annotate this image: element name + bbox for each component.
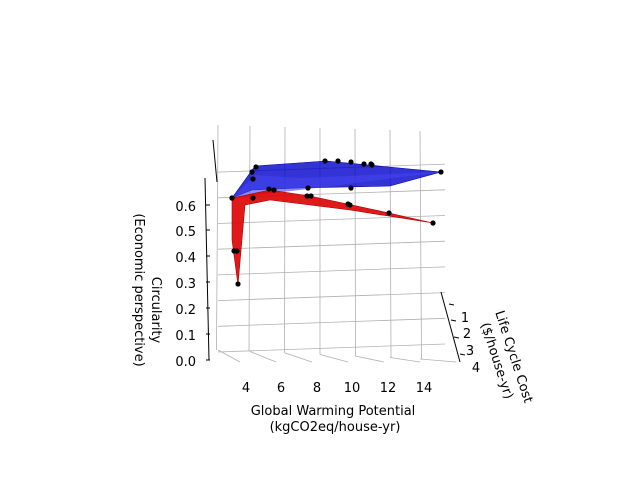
red-data-point	[308, 193, 314, 199]
blue-data-point	[305, 185, 311, 191]
red-data-point	[250, 195, 256, 201]
y-tick-mark	[450, 319, 457, 322]
grid-vertical	[284, 126, 286, 354]
y-tick-label: 1	[461, 311, 469, 326]
x-axis-label-units: (kgCO2eq/house-yr)	[270, 420, 401, 435]
y-tick-label: 2	[463, 327, 471, 342]
grid-vertical	[248, 125, 251, 352]
z-axis-line	[204, 177, 210, 361]
z-tick-label: 0.2	[175, 303, 196, 318]
y-tick-mark	[448, 303, 455, 306]
x-tick-label: 12	[380, 381, 397, 396]
y-tick-mark	[459, 353, 466, 356]
blue-data-point	[438, 169, 444, 175]
z-tick-label: 0.6	[175, 200, 196, 215]
z-tick-label: 0.0	[175, 355, 196, 370]
red-data-point	[271, 187, 277, 193]
x-tick-label: 10	[344, 381, 361, 396]
z-axis-label: Circularity	[148, 277, 163, 344]
red-surface	[231, 189, 434, 286]
grid-vertical	[389, 129, 392, 358]
red-data-point	[266, 186, 272, 192]
blue-data-point	[322, 158, 328, 164]
grid-vertical	[419, 130, 422, 360]
blue-data-point	[253, 164, 259, 170]
grid-horizontal	[217, 266, 446, 276]
y-tick-label: 3	[466, 344, 474, 359]
z-tick-label: 0.1	[175, 329, 196, 344]
x-tick-label: 4	[242, 381, 250, 396]
blue-data-point	[348, 159, 354, 165]
grid-vertical	[354, 128, 356, 357]
red-data-point	[386, 210, 392, 216]
z-tick-label: 0.4	[175, 251, 196, 266]
x-tick-label: 6	[277, 381, 285, 396]
grid-floor	[419, 358, 457, 363]
x-tick-label: 14	[416, 381, 433, 396]
red-data-point	[304, 193, 310, 199]
blue-surface-fold	[232, 172, 441, 198]
z-tick-label: 0.5	[175, 225, 196, 240]
blue-data-point	[250, 176, 256, 182]
grid-horizontal	[217, 292, 446, 301]
grid-floor	[354, 355, 385, 363]
grid-horizontal	[217, 317, 446, 327]
z-axis-label-units: (Economic perspective)	[131, 213, 146, 366]
blue-data-point	[369, 162, 375, 168]
z-axis-line-upper	[212, 139, 218, 183]
y-tick-label: 4	[472, 361, 480, 376]
y-axis-line	[440, 291, 461, 363]
red-data-point	[347, 202, 353, 208]
blue-data-point	[335, 158, 341, 164]
z-tick-label: 0.3	[175, 277, 196, 292]
red-data-point	[235, 281, 241, 287]
red-data-point	[234, 248, 240, 254]
grid-horizontal	[217, 343, 446, 353]
blue-data-point	[348, 185, 354, 191]
x-tick-label: 8	[313, 381, 321, 396]
x-axis-label: Global Warming Potential	[251, 404, 416, 419]
data-points	[229, 158, 444, 287]
grid-floor	[319, 354, 349, 363]
red-data-point	[430, 220, 436, 226]
grid-floor	[284, 352, 313, 363]
red-data-point	[229, 195, 235, 201]
blue-data-point	[361, 161, 367, 167]
y-tick-mark	[453, 336, 460, 339]
grid-floor	[249, 351, 277, 363]
grid-floor	[217, 349, 241, 363]
tick-labels: 0.0 0.1 0.2 0.3 0.4 0.5 0.6 4 6 8 10 12 14 12 3 4	[175, 200, 480, 396]
grid-vertical	[216, 124, 219, 351]
surfaces	[231, 160, 442, 286]
blue-data-point	[249, 169, 255, 175]
axes	[204, 139, 466, 363]
axis-labels: Global Warming Potential (kgCO2eq/house-…	[131, 213, 535, 435]
grid-horizontal	[217, 240, 446, 250]
grid-floor	[389, 357, 421, 363]
